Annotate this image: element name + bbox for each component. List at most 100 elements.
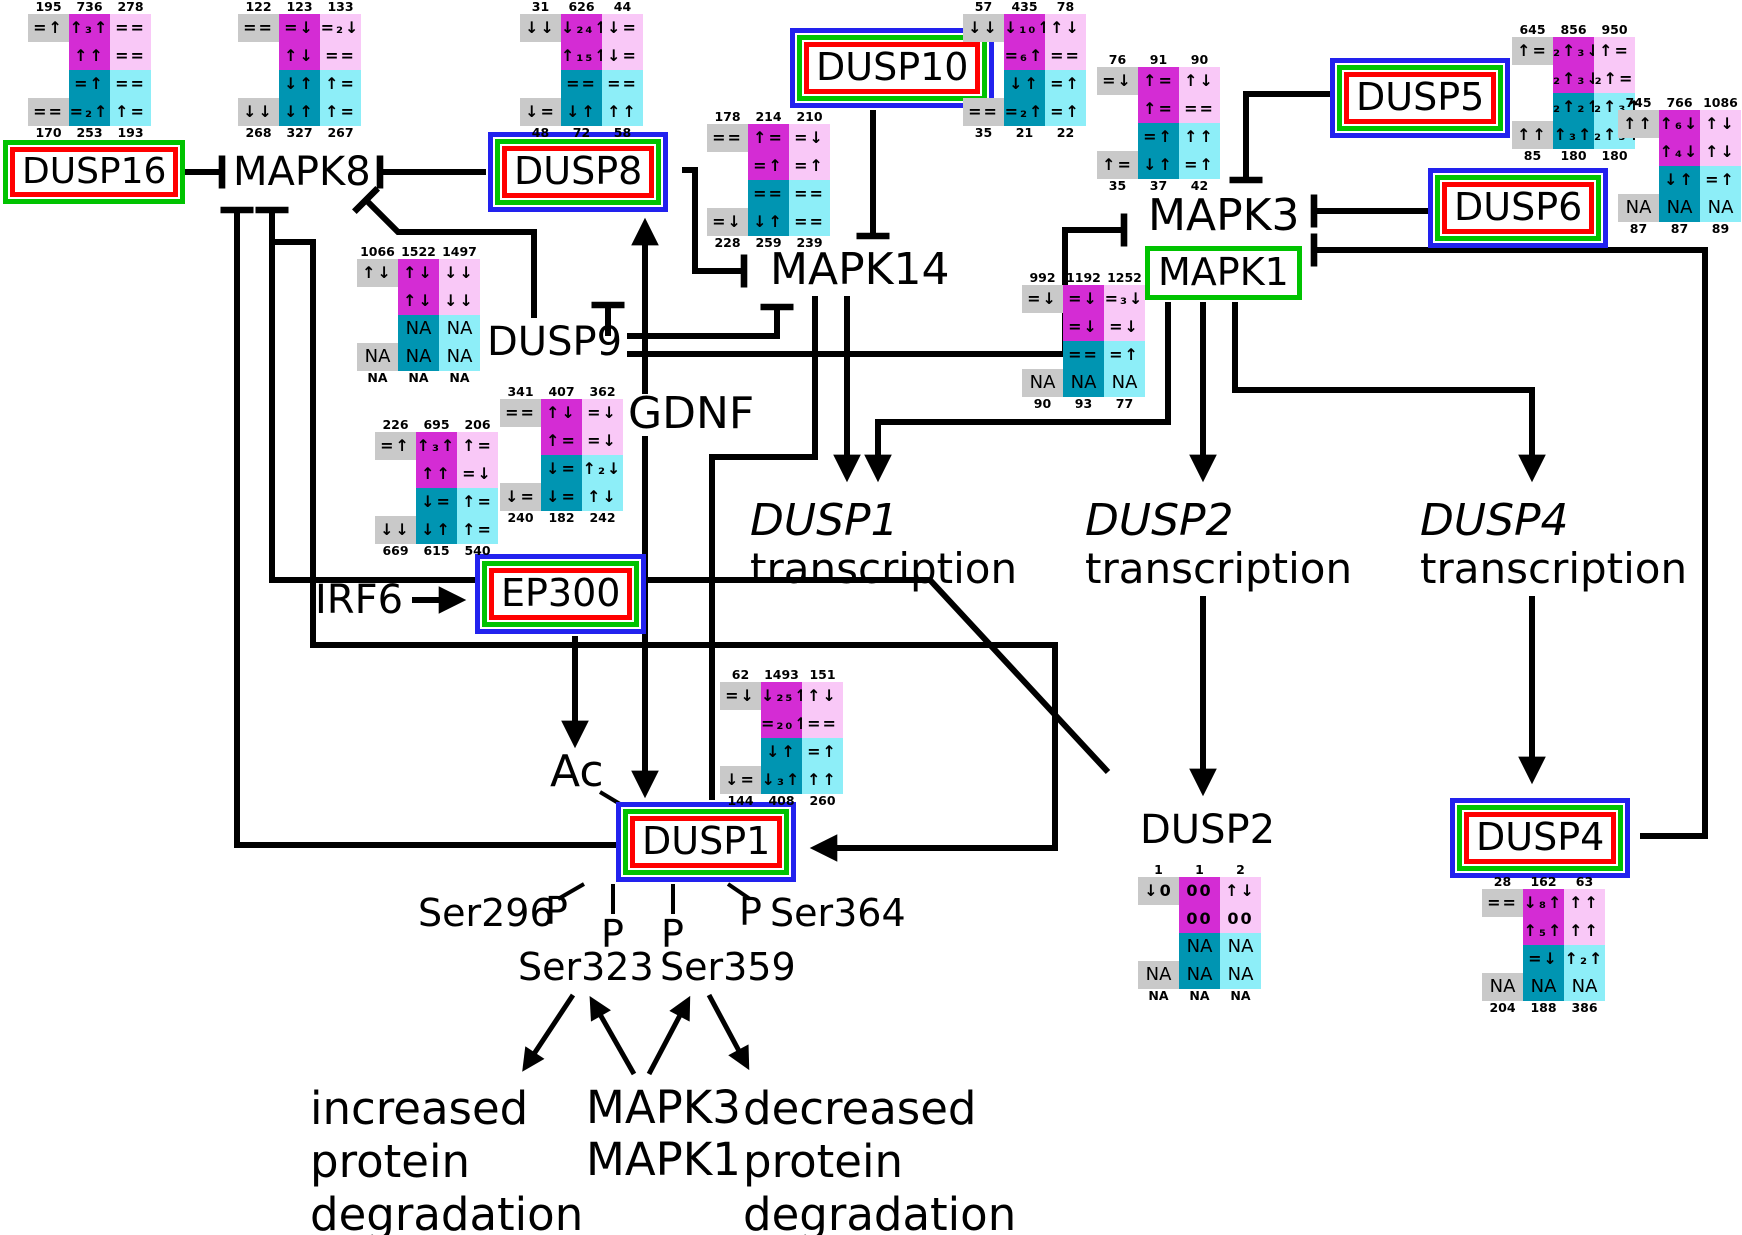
glyph-top-label: 856 (1560, 22, 1587, 37)
dusp4-transcription-gene: DUSP4 (1420, 495, 1569, 546)
edge-dusp8-mapk14 (682, 167, 748, 288)
glyph-cell: ↓↑ (1138, 151, 1179, 179)
node-dusp16-label: DUSP16 (10, 147, 179, 197)
glyph-cell: ↑₄↓ (1659, 138, 1700, 166)
glyph-cell: ↑= (457, 516, 498, 544)
edge-dusp9-mapk8 (351, 185, 537, 318)
glyph-top-label: 407 (548, 384, 575, 399)
glyph-cell: == (238, 14, 279, 42)
glyph-top-label: 278 (117, 0, 144, 14)
glyph-cell: NA (1482, 973, 1523, 1001)
dusp1-transcription-word: transcription (750, 544, 1018, 594)
glyph-bottom-label: 239 (796, 235, 823, 250)
glyph-cell (1482, 945, 1523, 973)
glyph-cell: ↓= (602, 42, 643, 70)
expression-glyph-dusp9: 1066 1522 1497 ↑↓ ↑↓ ↓↓ ↑↓ ↓↓ NA NA NA NA NA NA NA NA (357, 245, 480, 385)
glyph-cell (963, 42, 1004, 70)
edge-mapk1-dusp1-transcription (864, 302, 1171, 483)
glyph-bottom-label: 540 (464, 543, 491, 558)
glyph-cell: =↑ (1700, 166, 1741, 194)
glyph-cell: ↓↓ (439, 259, 480, 287)
glyph-cell: ₂↑₃↓ (1553, 37, 1600, 65)
glyph-cell (357, 315, 398, 343)
expression-glyph-ep300: 226 695 206 =↑ ↑₃↑ ↑= ↑↑ =↓ ↓= ↑= ↓↓ ↓↑ ↑= 669 615 540 (375, 418, 498, 558)
glyph-cell (238, 42, 279, 70)
glyph-bottom-label: 21 (1015, 125, 1034, 140)
glyph-cell: NA (1179, 961, 1220, 989)
kinases-text: MAPK3 MAPK1 (586, 1081, 741, 1186)
node-dusp9-label: DUSP9 (487, 319, 623, 365)
node-dusp6-label: DUSP6 (1442, 182, 1595, 234)
glyph-top-label: 1 (1195, 862, 1204, 877)
glyph-cell: == (1179, 95, 1220, 123)
node-dusp5: DUSP5 (1330, 58, 1511, 138)
glyph-cell (500, 455, 541, 483)
glyph-cell: ↑↓ (1700, 138, 1741, 166)
glyph-cell: ₂↑₃↓ (1553, 65, 1600, 93)
glyph-cell (963, 70, 1004, 98)
glyph-bottom-label: 180 (1560, 148, 1587, 163)
glyph-bottom-label: 182 (548, 510, 575, 525)
glyph-bottom-label: NA (1230, 988, 1251, 1003)
glyph-bottom-label: 144 (727, 793, 754, 808)
dusp2-transcription-word: transcription (1085, 544, 1353, 594)
node-dusp6: DUSP6 (1428, 168, 1609, 248)
glyph-cell: ↑₅↑ (1523, 917, 1564, 945)
glyph-top-label: 76 (1108, 52, 1127, 67)
glyph-top-label: 78 (1056, 0, 1075, 14)
glyph-cell: ↓↑ (279, 70, 320, 98)
glyph-cell: ↓= (541, 455, 582, 483)
glyph-bottom-label: 72 (572, 125, 591, 140)
glyph-cell: =↓ (582, 427, 623, 455)
node-dusp5-label: DUSP5 (1344, 72, 1497, 124)
glyph-cell: ↑₂↑ (1564, 945, 1605, 973)
glyph-cell (720, 738, 761, 766)
glyph-cell: =↑ (748, 152, 789, 180)
glyph-cell: == (500, 399, 541, 427)
edge-ser359-decreased (706, 993, 750, 1071)
glyph-cell (375, 488, 416, 516)
glyph-bottom-label: 180 (1601, 148, 1628, 163)
glyph-cell: =↓ (1022, 285, 1063, 313)
glyph-cell: ↑₂↓ (582, 455, 623, 483)
glyph-cell: =↑ (69, 70, 110, 98)
glyph-cell: =↑ (28, 14, 69, 42)
glyph-cell: == (110, 14, 151, 42)
glyph-bottom-label: 77 (1115, 396, 1134, 411)
glyph-bottom-label: 240 (507, 510, 534, 525)
glyph-bottom-label: NA (367, 370, 388, 385)
edge-dusp1-mapk8 (220, 206, 616, 848)
glyph-cell: ↓↑ (748, 208, 789, 236)
glyph-cell (1022, 313, 1063, 341)
glyph-bottom-label: 386 (1571, 1000, 1598, 1015)
glyph-top-label: 57 (974, 0, 993, 14)
node-dusp4: DUSP4 (1450, 798, 1631, 878)
glyph-cell: ↑↓ (1179, 67, 1220, 95)
node-mapk14-label: MAPK14 (770, 244, 950, 295)
glyph-cell (1482, 917, 1523, 945)
glyph-bottom-label: 170 (35, 125, 62, 140)
expression-glyph-mapk14: 178 214 210 == ↑= =↓ =↑ =↑ == == =↓ ↓↑ == 228 259 239 (707, 110, 830, 250)
edge-mapk1-dusp4-transcription (1232, 302, 1546, 483)
glyph-cell: ↑↑ (69, 42, 110, 70)
glyph-bottom-label: 193 (117, 125, 144, 140)
glyph-cell: ↓= (602, 14, 643, 42)
glyph-cell: ₂↑= (1594, 65, 1635, 93)
glyph-top-label: 31 (531, 0, 550, 14)
node-mapk1: MAPK1 (1145, 246, 1302, 300)
glyph-top-label: 992 (1029, 270, 1056, 285)
glyph-cell (707, 180, 748, 208)
glyph-top-label: 151 (809, 667, 836, 682)
glyph-cell: ↑↑ (416, 460, 457, 488)
glyph-cell: =₆↑ (1004, 42, 1045, 70)
glyph-cell: == (110, 42, 151, 70)
node-mapk8-label: MAPK8 (233, 149, 371, 195)
glyph-cell: 00 (1179, 877, 1220, 905)
glyph-cell: NA (439, 315, 480, 343)
glyph-bottom-label: 58 (613, 125, 632, 140)
p-stub-1 (557, 882, 585, 901)
expression-glyph-mapk1: 992 1192 1252 =↓ =↓ =₃↓ =↓ =↓ == =↑ NA NA NA 90 93 77 (1022, 271, 1145, 411)
glyph-cell: =↓ (1523, 945, 1564, 973)
glyph-cell: ↓₃↑ (761, 766, 802, 794)
glyph-cell: =₂↑ (69, 98, 110, 126)
